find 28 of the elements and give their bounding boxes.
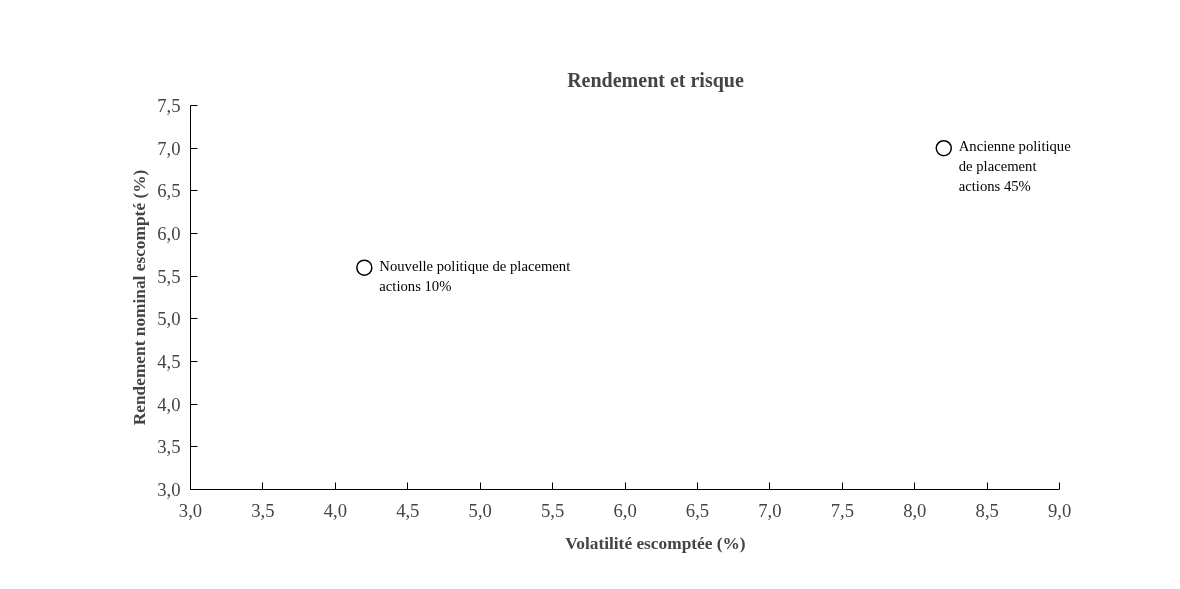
y-tick-label: 4,5: [157, 351, 181, 372]
x-tick-label: 3,5: [251, 499, 275, 521]
x-tick-label: 6,0: [613, 499, 637, 521]
y-tick-label: 3,0: [157, 479, 181, 500]
y-tick-label: 4,0: [157, 393, 181, 415]
x-tick-label: 5,5: [540, 499, 565, 521]
y-tick-label: 7,0: [157, 137, 181, 159]
y-tick-label: 7,5: [157, 95, 181, 116]
x-tick-label: 4,5: [396, 499, 420, 521]
y-tick-label: 6,0: [157, 223, 181, 244]
y-tick-label: 3,5: [157, 436, 181, 458]
x-tick-label: 7,0: [758, 499, 782, 521]
x-axis-title: Volatilité escomptée (%): [565, 533, 746, 553]
y-tick-label: 6,5: [157, 180, 181, 202]
y-axis-title: Rendement nominal escompté (%): [130, 169, 150, 426]
x-tick-label: 7,5: [830, 499, 855, 521]
y-tick-label: 5,5: [157, 265, 181, 287]
annotation: Nouvelle politique de placement actions 10%: [379, 257, 571, 294]
y-tick-label: 5,0: [157, 308, 181, 330]
x-tick-label: 9,0: [1048, 499, 1072, 521]
x-tick-label: 3,0: [178, 499, 203, 521]
x-tick-label: 6,5: [685, 499, 710, 521]
x-tick-label: 4,0: [323, 499, 348, 521]
annotation: Ancienne politique de placement actions 45%: [958, 138, 1071, 195]
chart-title: Rendement et risque: [567, 68, 744, 92]
x-tick-label: 5,0: [468, 499, 492, 521]
x-tick-label: 8,5: [975, 499, 999, 521]
x-tick-label: 8,0: [903, 499, 927, 521]
